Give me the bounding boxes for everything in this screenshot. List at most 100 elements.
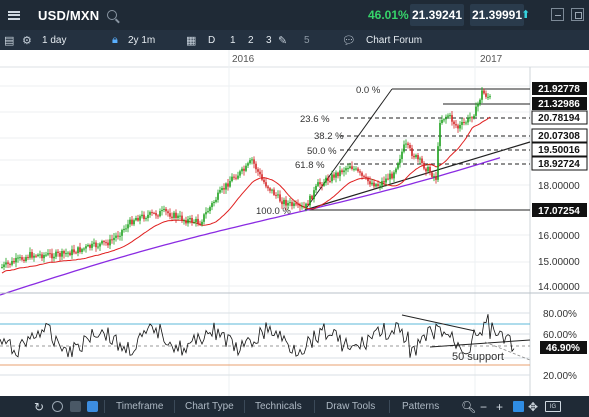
current-price-tag-text: 21.32986 <box>538 99 580 110</box>
candle <box>229 181 231 187</box>
tab-draw-tools-label: Draw Tools <box>326 401 376 412</box>
candle <box>273 189 275 195</box>
instrument-symbol[interactable]: USD/MXN <box>38 7 100 23</box>
candle <box>111 239 113 241</box>
candle <box>81 249 83 252</box>
candle <box>179 215 181 217</box>
zoom-out-icon[interactable]: − <box>480 399 488 414</box>
menu-button[interactable] <box>0 0 28 30</box>
candle <box>311 195 313 200</box>
list-icon[interactable]: ▤ <box>4 34 15 47</box>
tab-timeframe-label: Timeframe <box>116 401 164 412</box>
candle <box>437 146 439 180</box>
sell-price-button[interactable]: 21.39241 <box>410 4 464 26</box>
fib-label-100: 100.0 % <box>256 206 291 217</box>
candle <box>401 151 403 159</box>
candle <box>407 143 409 145</box>
candle <box>63 251 65 254</box>
buy-price-button[interactable]: 21.39991 <box>470 4 524 26</box>
fit-icon[interactable] <box>513 396 524 417</box>
candle <box>315 185 317 191</box>
chart-forum-link[interactable]: Chart Forum <box>366 30 422 50</box>
pan-icon[interactable]: ✥ <box>528 399 539 414</box>
period-3[interactable]: 3 <box>266 30 272 50</box>
candle <box>155 213 157 216</box>
zoom-search-icon[interactable]: 🔍︎ <box>461 399 477 414</box>
candle <box>301 206 303 208</box>
candle <box>259 171 261 175</box>
price-tag-618 <box>531 156 588 171</box>
candle <box>363 175 365 177</box>
candle <box>143 214 145 220</box>
period-d[interactable]: D <box>208 30 215 50</box>
candle <box>157 215 159 217</box>
candle <box>479 99 481 104</box>
candle <box>487 96 489 98</box>
candle <box>11 260 13 265</box>
settings-icon[interactable]: ⚙ <box>22 34 32 47</box>
rsi-axis-20: 20.00% <box>543 371 577 382</box>
tab-timeframe[interactable]: Timeframe <box>116 396 163 417</box>
candle <box>397 163 399 169</box>
candle <box>465 122 467 124</box>
candle <box>139 216 141 221</box>
change-percentage: 46.01% <box>368 8 409 22</box>
candle <box>241 168 243 172</box>
period-1[interactable]: 1 <box>230 30 236 50</box>
candle <box>9 263 11 265</box>
candle <box>37 254 39 257</box>
search-icon[interactable] <box>107 10 118 20</box>
lock-icon[interactable]: 🔒︎ <box>112 33 118 46</box>
interval-selector[interactable]: 1 day <box>42 30 66 50</box>
zoom-in-icon[interactable]: + <box>496 399 504 414</box>
candle <box>175 212 177 218</box>
extra-count[interactable]: 5 <box>304 30 310 50</box>
block-icon[interactable] <box>52 396 63 417</box>
popout-icon[interactable] <box>571 8 584 21</box>
refresh-icon[interactable]: ↻ <box>34 399 45 414</box>
tab-chart-type[interactable]: Chart Type <box>185 396 234 417</box>
crosshair-icon[interactable] <box>87 396 98 417</box>
candle <box>415 155 417 158</box>
tab-technicals[interactable]: Technicals <box>255 396 302 417</box>
range-selector[interactable]: 2y 1m <box>128 30 155 50</box>
candle <box>107 242 109 246</box>
chart-toolbar: ▤ ⚙ 1 day 🔒︎ 2y 1m ▦ D 1 2 3 ✎ 5 💬︎ Char… <box>0 30 589 50</box>
minimize-icon[interactable] <box>551 8 564 21</box>
candle <box>411 148 413 156</box>
candle <box>227 183 229 187</box>
candle <box>183 220 185 222</box>
candle <box>335 172 337 178</box>
candle <box>481 90 483 100</box>
separator <box>314 400 315 413</box>
candle <box>387 178 389 180</box>
chat-icon[interactable]: 💬︎ <box>342 34 356 47</box>
tab-draw-tools[interactable]: Draw Tools <box>326 396 375 417</box>
candle <box>309 195 311 206</box>
candle <box>285 199 287 206</box>
chart-area[interactable]: 2016 2017 <box>0 50 589 396</box>
candle <box>281 201 283 205</box>
settings-bottom-icon[interactable] <box>70 396 81 417</box>
candle <box>77 247 79 254</box>
period-2[interactable]: 2 <box>248 30 254 50</box>
candle <box>357 168 359 172</box>
candle <box>417 155 419 160</box>
extra-count-label: 5 <box>304 34 310 46</box>
candle <box>393 172 395 179</box>
candle <box>329 180 331 182</box>
candle <box>331 174 333 182</box>
candle <box>419 158 421 160</box>
calendar-icon[interactable]: ▦ <box>186 34 197 47</box>
tab-patterns[interactable]: Patterns <box>402 396 439 417</box>
candle <box>3 264 5 268</box>
candle <box>431 172 433 177</box>
candle <box>127 224 129 229</box>
draw-icon[interactable]: ✎ <box>278 34 288 47</box>
candle <box>25 257 27 261</box>
price-chart[interactable]: 2016 2017 <box>0 50 589 396</box>
candle <box>469 117 471 119</box>
fib-label-50: 50.0 % <box>307 146 337 157</box>
candle <box>379 185 381 187</box>
candle <box>389 173 391 180</box>
